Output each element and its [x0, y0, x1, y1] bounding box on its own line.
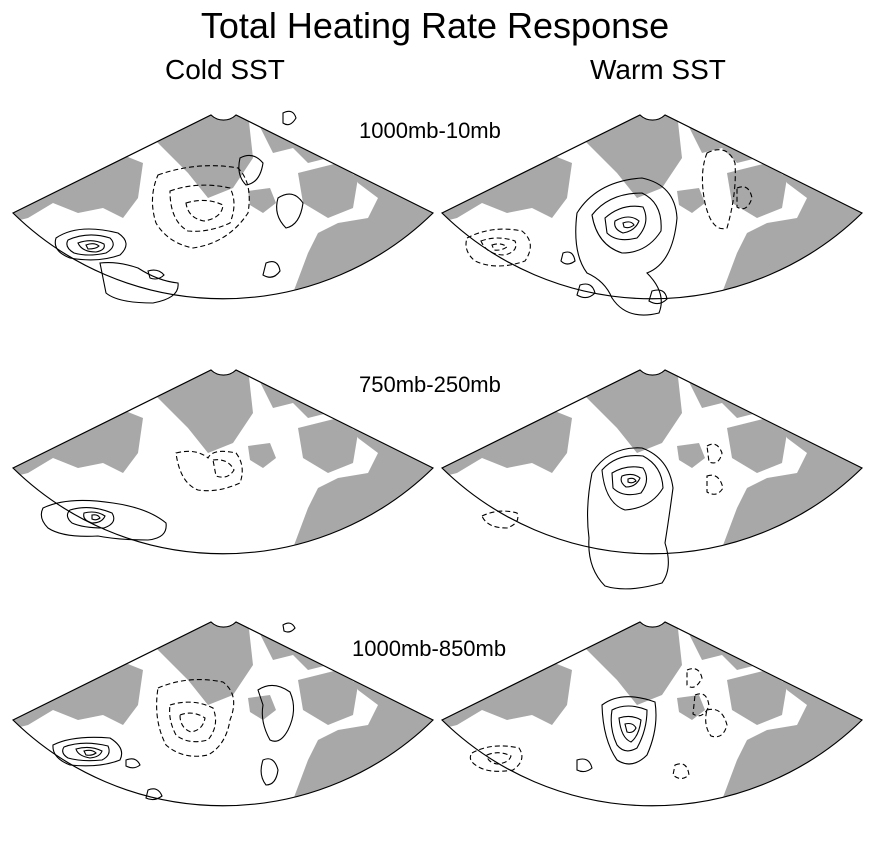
- map-warm-750-250mb: [440, 369, 864, 590]
- row-label-1000-10mb: 1000mb-10mb: [359, 118, 501, 143]
- map-warm-1000-10mb: [440, 114, 864, 316]
- map-panel-warm-1000-850mb: [437, 610, 867, 850]
- map-warm-1000-850mb: [440, 621, 864, 807]
- map-panel-cold-1000-10mb: [8, 103, 438, 338]
- map-panel-cold-750-250mb: [8, 358, 438, 598]
- map-panel-warm-1000-10mb: [437, 103, 867, 338]
- map-panel-cold-1000-850mb: [8, 610, 438, 850]
- map-cold-1000-850mb: [11, 621, 435, 807]
- row-label-1000-850mb: 1000mb-850mb: [352, 636, 507, 661]
- figure-title: Total Heating Rate Response: [200, 5, 670, 46]
- map-cold-750-250mb: [11, 369, 435, 555]
- map-cold-1000-10mb: [11, 110, 435, 304]
- row-label-750-250mb: 750mb-250mb: [359, 372, 501, 397]
- column-header-warm-sst: Warm SST: [590, 54, 726, 85]
- column-header-cold-sst: Cold SST: [165, 54, 285, 85]
- map-panel-warm-750-250mb: [437, 358, 867, 598]
